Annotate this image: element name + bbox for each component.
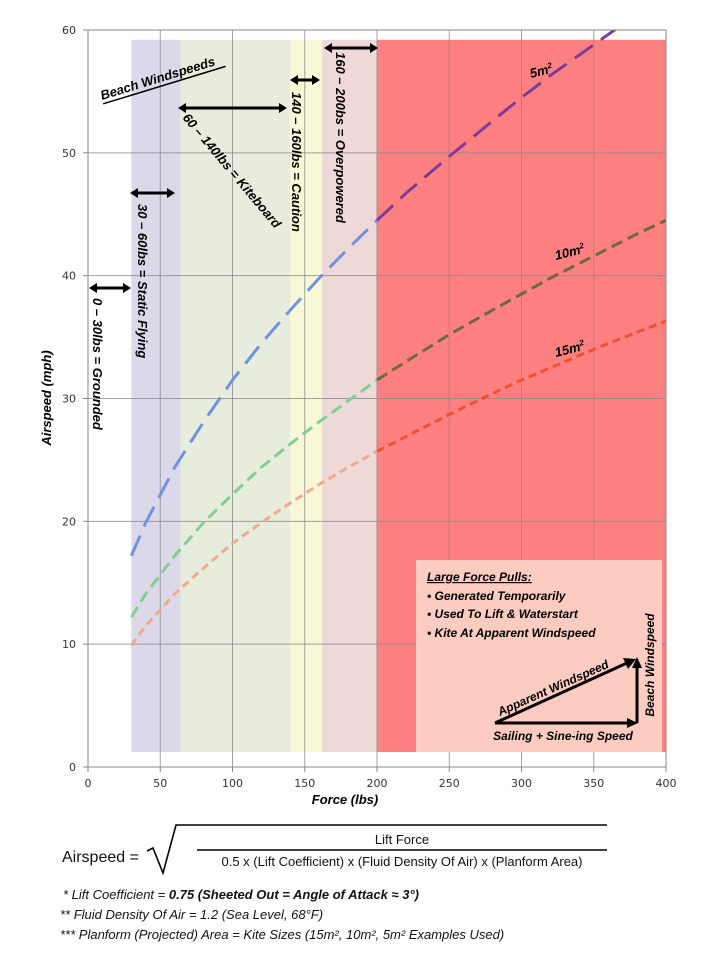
range-arrow-head	[130, 188, 138, 198]
range-arrow-head	[290, 75, 298, 85]
info-box-bullet-2: • Used To Lift & Waterstart	[427, 607, 579, 621]
square-root-sign	[146, 824, 607, 876]
y-tick-label: 30	[62, 393, 76, 406]
series-line-1-low	[129, 219, 379, 557]
annotation-static-flying: 30 – 60lbs = Static Flying	[135, 204, 150, 358]
x-tick-label: 350	[583, 777, 604, 790]
x-tick-label: 300	[511, 777, 532, 790]
range-band	[290, 39, 323, 753]
range-arrow-head	[178, 103, 186, 113]
annotation-caution: 140 – 160lbs = Caution	[289, 92, 304, 232]
series-line-2-low	[130, 378, 378, 618]
series-label-5m2: 5m2	[528, 61, 555, 81]
series-line-2-high	[376, 219, 666, 382]
svg-text:Airspeed =: Airspeed =	[62, 849, 139, 866]
y-tick-label: 10	[62, 638, 76, 651]
axes: 0 50 100 150 200 250 300 350 400 0 10 20 30 40 50 60	[62, 24, 677, 790]
y-tick-label: 50	[62, 147, 76, 160]
series-line-3-low	[130, 450, 378, 647]
range-band	[322, 39, 377, 753]
range-band	[180, 39, 291, 753]
x-tick-label: 200	[367, 777, 388, 790]
range-arrow-head	[279, 103, 287, 113]
note-planform-area: *** Planform (Projected) Area = Kite Siz…	[60, 927, 504, 942]
y-tick-label: 0	[69, 761, 76, 774]
beach-windspeed-label: Beach Windspeed	[643, 613, 657, 717]
svg-text:Lift Force: Lift Force	[375, 832, 429, 847]
svg-text:0.5 x (Lift Coefficient) x (Fl: 0.5 x (Lift Coefficient) x (Fluid Densit…	[222, 854, 583, 869]
x-tick-label: 150	[294, 777, 315, 790]
info-box-bullet-1: • Generated Temporarily	[427, 589, 567, 603]
x-axis-label: Force (lbs)	[312, 792, 378, 807]
range-arrow-head	[123, 283, 131, 293]
range-arrow-head	[324, 43, 332, 53]
sailing-speed-label: Sailing + Sine-ing Speed	[493, 729, 633, 743]
y-tick-label: 60	[62, 24, 76, 37]
x-tick-label: 400	[656, 777, 677, 790]
x-tick-label: 50	[153, 777, 167, 790]
info-box	[416, 560, 662, 752]
series-label-15m2: 15m2	[553, 338, 587, 360]
x-tick-label: 100	[222, 777, 243, 790]
vector-triangle	[494, 657, 642, 728]
annotation-overpowered: 160 – 200bs = Overpowered	[333, 52, 348, 224]
range-arrow-head	[89, 283, 97, 293]
note-lift-coefficient: * Lift Coefficient = 0.75 (Sheeted Out =…	[63, 887, 419, 902]
note-fluid-density: ** Fluid Density Of Air = 1.2 (Sea Level…	[60, 907, 323, 922]
range-arrow-head	[312, 75, 320, 85]
info-box-bullet-3: • Kite At Apparent Windspeed	[427, 626, 596, 640]
range-arrows	[89, 43, 378, 293]
x-tick-label: 0	[85, 777, 92, 790]
y-tick-label: 40	[62, 270, 76, 283]
range-arrow-head	[167, 188, 175, 198]
y-axis-label: Airspeed (mph)	[39, 350, 54, 446]
annotation-grounded: 0 – 30lbs = Grounded	[90, 298, 105, 431]
info-box-heading: Large Force Pulls:	[427, 570, 532, 584]
series-label-10m2: 10m2	[553, 241, 587, 263]
y-tick-label: 20	[62, 515, 76, 528]
airspeed-formula: Airspeed = Lift Force 0.5 x (Lift Coeffi…	[62, 824, 607, 876]
series-line-3-high	[376, 319, 666, 453]
range-arrow-head	[370, 43, 378, 53]
series-curves	[129, 30, 666, 647]
x-tick-label: 250	[439, 777, 460, 790]
range-band	[131, 39, 181, 753]
